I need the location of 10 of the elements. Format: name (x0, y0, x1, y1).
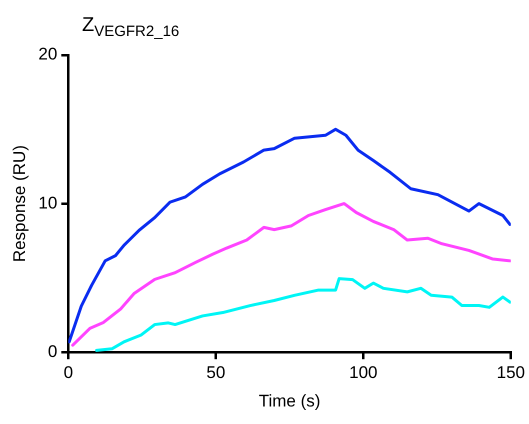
y-axis-title: Response (RU) (10, 145, 29, 262)
x-tick-label: 150 (496, 363, 526, 382)
x-tick-label: 0 (64, 363, 74, 382)
y-tick-label: 20 (38, 44, 58, 64)
x-tick-label: 50 (206, 363, 226, 382)
x-tick-label: 100 (349, 363, 378, 382)
x-axis-title: Time (s) (258, 391, 320, 410)
y-tick-label: 0 (48, 342, 58, 361)
y-tick-label: 10 (38, 193, 58, 212)
chart-title: Z$_{VEGFR2_16}$ (82, 14, 180, 40)
